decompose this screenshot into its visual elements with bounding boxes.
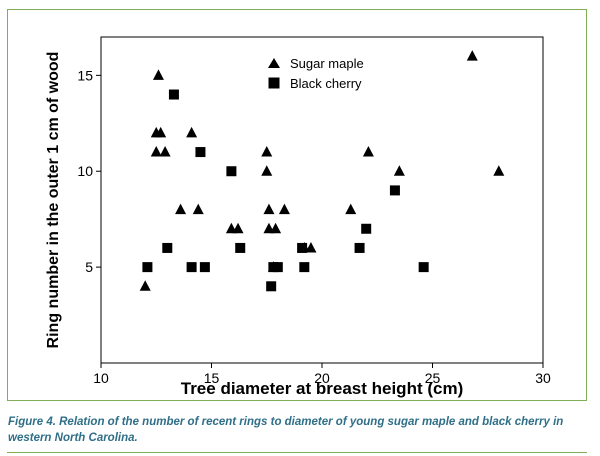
sugar-maple-point	[263, 203, 275, 215]
black-cherry-point	[235, 242, 246, 253]
black-cherry-point	[299, 262, 310, 273]
legend-label-sugar-maple: Sugar maple	[290, 56, 364, 71]
black-cherry-point	[266, 281, 277, 292]
legend-label-black-cherry: Black cherry	[290, 76, 362, 91]
sugar-maple-point	[466, 50, 478, 61]
sugar-maple-point	[305, 241, 317, 253]
sugar-maple-point	[159, 146, 171, 157]
sugar-maple-point	[261, 146, 273, 157]
black-cherry-point	[297, 242, 308, 253]
figure-caption: Figure 4. Relation of the number of rece…	[8, 416, 564, 444]
figure-frame: 10 15 20 25 30 5 10 15 Tree diameter at breast …	[7, 9, 587, 401]
black-cherry-point	[361, 223, 372, 234]
black-cherry-point	[199, 262, 210, 273]
sugar-maple-point	[152, 69, 164, 80]
legend-triangle-marker	[268, 58, 280, 68]
sugar-maple-point	[362, 146, 374, 157]
black-cherry-point	[162, 242, 173, 253]
sugar-maple-point	[186, 126, 198, 138]
black-cherry-point	[418, 262, 429, 273]
sugar-maple-point	[493, 165, 505, 176]
sugar-maple-point	[139, 280, 151, 291]
black-cherry-point	[389, 185, 400, 196]
sugar-maple-point	[345, 203, 357, 215]
x-tick-label: 30	[535, 370, 551, 386]
axis-ticks: 10 15 20 25 30 5 10 15	[77, 67, 551, 386]
sugar-maple-point	[175, 203, 187, 215]
y-tick-label: 5	[85, 259, 93, 275]
sugar-maple-point	[261, 165, 273, 176]
sugar-maple-point	[393, 165, 405, 176]
x-tick-label: 15	[204, 370, 220, 386]
black-cherry-point	[272, 262, 283, 273]
legend: Sugar maple Black cherry	[268, 56, 364, 91]
sugar-maple-point	[150, 146, 162, 157]
black-cherry-point	[226, 166, 237, 177]
caption-divider	[7, 452, 587, 453]
sugar-maple-point	[155, 126, 167, 138]
sugar-maple-point	[270, 222, 282, 234]
y-axis-label: Ring number in the outer 1 cm of wood	[45, 52, 62, 349]
y-tick-label: 10	[77, 163, 93, 179]
data-points	[139, 50, 505, 292]
black-cherry-point	[186, 262, 197, 273]
sugar-maple-point	[232, 222, 244, 234]
x-tick-label: 20	[314, 370, 330, 386]
x-axis-label: Tree diameter at breast height (cm)	[181, 379, 463, 398]
black-cherry-point	[142, 262, 153, 273]
y-tick-label: 15	[77, 67, 93, 83]
x-tick-label: 25	[425, 370, 441, 386]
black-cherry-point	[354, 242, 365, 253]
sugar-maple-point	[278, 203, 290, 215]
sugar-maple-point	[192, 203, 204, 215]
black-cherry-point	[195, 147, 206, 158]
black-cherry-point	[168, 89, 179, 100]
x-tick-label: 10	[93, 370, 109, 386]
scatter-chart: 10 15 20 25 30 5 10 15 Tree diameter at breast …	[45, 36, 551, 398]
legend-square-marker	[268, 77, 280, 89]
